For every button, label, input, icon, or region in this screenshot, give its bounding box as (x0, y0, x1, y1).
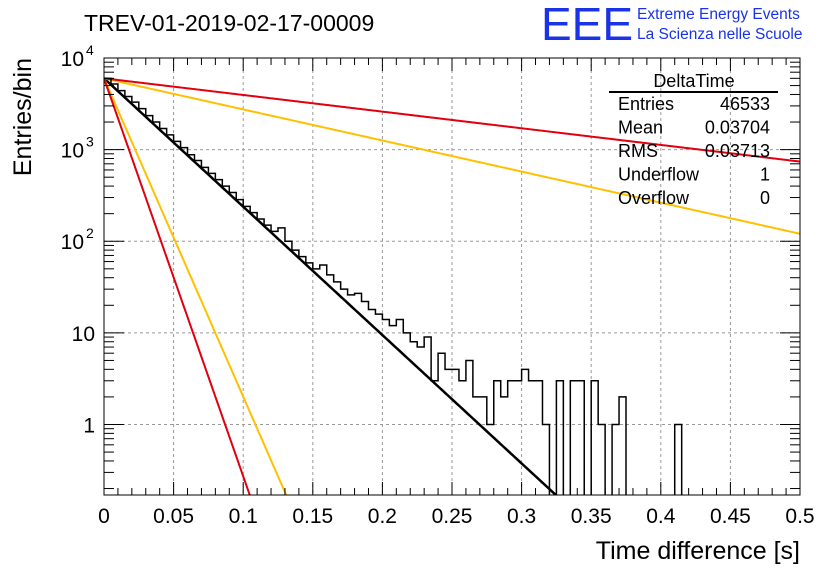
curve-lower-bound-1 (104, 77, 288, 495)
y-tick-label: 10 (72, 323, 95, 346)
y-tick-exponent: 4 (86, 42, 94, 58)
y-tick-label: 1 (83, 414, 95, 437)
grid (104, 58, 800, 495)
x-tick-label: 0.15 (292, 505, 333, 528)
stats-box: DeltaTime Entries 46533 Mean 0.03704 RMS 0.03… (609, 71, 778, 208)
curve-lower-bound-2 (104, 77, 251, 495)
stats-value: 1 (760, 165, 770, 185)
tick-labels: 0 0.05 0.1 0.15 0.2 0.25 0.3 0.35 0.4 0.45 0.51101… (61, 42, 815, 528)
x-tick-label: 0.4 (646, 505, 676, 528)
stats-label: Mean (618, 118, 663, 138)
stats-value: 0.03704 (705, 118, 770, 138)
stats-label: Entries (618, 94, 674, 114)
curves (104, 77, 800, 495)
x-tick-label: 0.05 (153, 505, 194, 528)
curve-upper-bound-2 (104, 77, 800, 163)
x-tick-label: 0.5 (785, 505, 814, 528)
eee-logo: EEE Extreme Energy Events La Scienza nel… (541, 0, 802, 50)
curve-upper-bound-1 (104, 77, 800, 235)
y-tick-exponent: 3 (86, 134, 94, 150)
chart-title: TREV-01-2019-02-17-00009 (84, 10, 374, 36)
stats-label: Overflow (618, 188, 690, 208)
x-tick-label: 0.45 (710, 505, 751, 528)
y-tick-exponent: 2 (86, 225, 94, 241)
y-tick-label: 10 (61, 231, 84, 254)
y-tick-label: 10 (61, 140, 84, 163)
histogram-outline (104, 77, 683, 495)
logo-line2: La Scienza nelle Scuole (637, 26, 802, 43)
y-axis-label: Entries/bin (9, 58, 37, 176)
histogram (104, 77, 683, 495)
x-tick-label: 0.1 (229, 505, 258, 528)
stats-value: 0.03713 (705, 141, 770, 161)
stats-value: 0 (760, 188, 770, 208)
axis-ticks (103, 57, 801, 495)
curve-fit (104, 77, 558, 495)
x-tick-label: 0.25 (432, 505, 473, 528)
logo-line1: Extreme Energy Events (637, 6, 800, 23)
stats-value: 46533 (720, 94, 770, 114)
y-tick-label: 10 (61, 48, 84, 71)
x-tick-label: 0.2 (368, 505, 397, 528)
stats-label: Underflow (618, 165, 700, 185)
x-tick-label: 0 (98, 505, 110, 528)
stats-label: RMS (618, 141, 658, 161)
logo-letters: EEE (541, 0, 633, 50)
x-tick-label: 0.3 (507, 505, 536, 528)
stats-title: DeltaTime (653, 71, 734, 91)
x-tick-label: 0.35 (571, 505, 612, 528)
x-axis-label: Time difference [s] (596, 537, 800, 565)
